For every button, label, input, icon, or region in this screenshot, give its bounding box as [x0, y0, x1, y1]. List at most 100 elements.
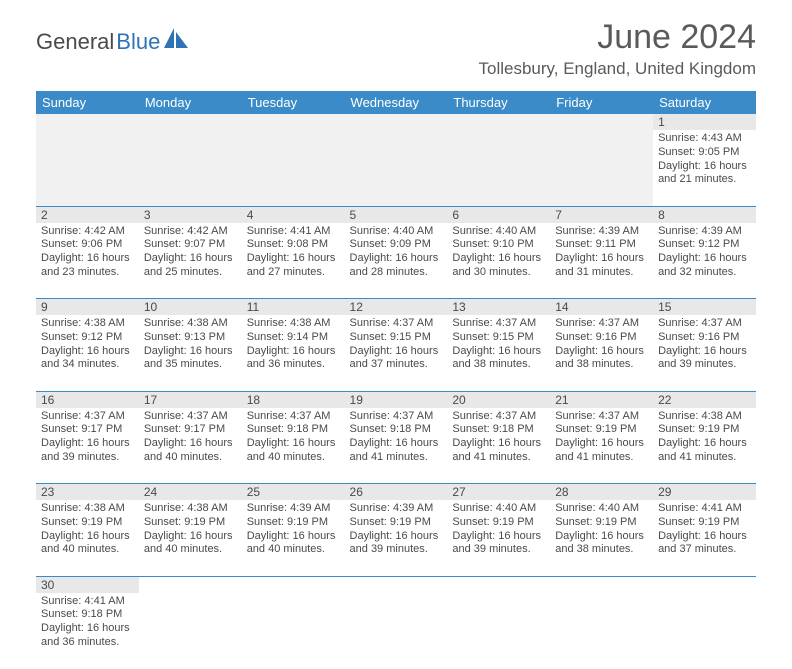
day-detail: Sunrise: 4:37 AMSunset: 9:19 PMDaylight:… — [550, 408, 653, 469]
daynum-cell: 27 — [447, 484, 550, 501]
daynum-cell: 6 — [447, 206, 550, 223]
day-number: 21 — [550, 392, 653, 408]
week-row: Sunrise: 4:38 AMSunset: 9:19 PMDaylight:… — [36, 500, 756, 576]
day-cell: Sunrise: 4:41 AMSunset: 9:08 PMDaylight:… — [242, 223, 345, 299]
day-cell: Sunrise: 4:37 AMSunset: 9:17 PMDaylight:… — [36, 408, 139, 484]
day-detail: Sunrise: 4:40 AMSunset: 9:19 PMDaylight:… — [447, 500, 550, 561]
daynum-cell — [242, 576, 345, 593]
day-detail: Sunrise: 4:40 AMSunset: 9:10 PMDaylight:… — [447, 223, 550, 284]
daynum-cell: 28 — [550, 484, 653, 501]
daynum-cell: 22 — [653, 391, 756, 408]
day-number: 26 — [345, 484, 448, 500]
day-cell: Sunrise: 4:40 AMSunset: 9:09 PMDaylight:… — [345, 223, 448, 299]
week-row: Sunrise: 4:37 AMSunset: 9:17 PMDaylight:… — [36, 408, 756, 484]
day-cell — [242, 130, 345, 206]
daynum-cell: 18 — [242, 391, 345, 408]
week-row: Sunrise: 4:38 AMSunset: 9:12 PMDaylight:… — [36, 315, 756, 391]
daynum-row: 9101112131415 — [36, 299, 756, 316]
day-detail: Sunrise: 4:37 AMSunset: 9:18 PMDaylight:… — [345, 408, 448, 469]
daynum-cell: 8 — [653, 206, 756, 223]
day-cell: Sunrise: 4:42 AMSunset: 9:07 PMDaylight:… — [139, 223, 242, 299]
day-detail: Sunrise: 4:40 AMSunset: 9:19 PMDaylight:… — [550, 500, 653, 561]
day-detail: Sunrise: 4:38 AMSunset: 9:12 PMDaylight:… — [36, 315, 139, 376]
day-cell — [653, 593, 756, 669]
day-number: 8 — [653, 207, 756, 223]
day-cell — [345, 130, 448, 206]
daynum-cell: 24 — [139, 484, 242, 501]
day-number: 1 — [653, 114, 756, 130]
day-cell — [139, 593, 242, 669]
day-cell: Sunrise: 4:37 AMSunset: 9:15 PMDaylight:… — [345, 315, 448, 391]
day-cell: Sunrise: 4:37 AMSunset: 9:18 PMDaylight:… — [447, 408, 550, 484]
day-cell: Sunrise: 4:40 AMSunset: 9:19 PMDaylight:… — [447, 500, 550, 576]
day-cell: Sunrise: 4:39 AMSunset: 9:19 PMDaylight:… — [242, 500, 345, 576]
day-detail: Sunrise: 4:41 AMSunset: 9:18 PMDaylight:… — [36, 593, 139, 654]
day-number: 10 — [139, 299, 242, 315]
day-cell: Sunrise: 4:39 AMSunset: 9:12 PMDaylight:… — [653, 223, 756, 299]
daynum-cell: 17 — [139, 391, 242, 408]
page-header: GeneralBlue June 2024 Tollesbury, Englan… — [0, 0, 792, 85]
day-cell: Sunrise: 4:38 AMSunset: 9:13 PMDaylight:… — [139, 315, 242, 391]
day-number: 23 — [36, 484, 139, 500]
day-number: 28 — [550, 484, 653, 500]
daynum-cell: 13 — [447, 299, 550, 316]
day-number: 16 — [36, 392, 139, 408]
day-detail: Sunrise: 4:37 AMSunset: 9:15 PMDaylight:… — [447, 315, 550, 376]
day-detail: Sunrise: 4:39 AMSunset: 9:11 PMDaylight:… — [550, 223, 653, 284]
day-cell: Sunrise: 4:40 AMSunset: 9:19 PMDaylight:… — [550, 500, 653, 576]
weekday-header: Tuesday — [242, 91, 345, 114]
day-detail: Sunrise: 4:37 AMSunset: 9:16 PMDaylight:… — [550, 315, 653, 376]
day-number: 3 — [139, 207, 242, 223]
day-detail: Sunrise: 4:43 AMSunset: 9:05 PMDaylight:… — [653, 130, 756, 191]
day-detail: Sunrise: 4:37 AMSunset: 9:15 PMDaylight:… — [345, 315, 448, 376]
day-cell — [139, 130, 242, 206]
day-cell: Sunrise: 4:38 AMSunset: 9:14 PMDaylight:… — [242, 315, 345, 391]
sail-icon — [164, 28, 190, 55]
daynum-cell — [447, 576, 550, 593]
day-detail: Sunrise: 4:41 AMSunset: 9:19 PMDaylight:… — [653, 500, 756, 561]
weekday-header: Friday — [550, 91, 653, 114]
daynum-row: 16171819202122 — [36, 391, 756, 408]
daynum-cell — [345, 576, 448, 593]
daynum-cell — [653, 576, 756, 593]
day-cell — [550, 130, 653, 206]
weekday-header: Monday — [139, 91, 242, 114]
day-number: 18 — [242, 392, 345, 408]
daynum-row: 23242526272829 — [36, 484, 756, 501]
day-cell: Sunrise: 4:37 AMSunset: 9:19 PMDaylight:… — [550, 408, 653, 484]
day-cell: Sunrise: 4:41 AMSunset: 9:19 PMDaylight:… — [653, 500, 756, 576]
brand-logo: GeneralBlue — [36, 28, 190, 55]
day-cell: Sunrise: 4:43 AMSunset: 9:05 PMDaylight:… — [653, 130, 756, 206]
daynum-cell: 1 — [653, 114, 756, 130]
day-number: 19 — [345, 392, 448, 408]
week-row: Sunrise: 4:41 AMSunset: 9:18 PMDaylight:… — [36, 593, 756, 669]
weekday-header: Sunday — [36, 91, 139, 114]
calendar-table: Sunday Monday Tuesday Wednesday Thursday… — [36, 91, 756, 669]
day-cell — [345, 593, 448, 669]
day-cell — [242, 593, 345, 669]
daynum-cell: 9 — [36, 299, 139, 316]
day-number: 30 — [36, 577, 139, 593]
day-detail: Sunrise: 4:37 AMSunset: 9:18 PMDaylight:… — [242, 408, 345, 469]
day-cell: Sunrise: 4:39 AMSunset: 9:19 PMDaylight:… — [345, 500, 448, 576]
day-detail: Sunrise: 4:38 AMSunset: 9:19 PMDaylight:… — [653, 408, 756, 469]
day-cell: Sunrise: 4:41 AMSunset: 9:18 PMDaylight:… — [36, 593, 139, 669]
daynum-cell — [242, 114, 345, 130]
day-number: 17 — [139, 392, 242, 408]
day-cell: Sunrise: 4:37 AMSunset: 9:16 PMDaylight:… — [550, 315, 653, 391]
brand-part2: Blue — [116, 29, 160, 55]
daynum-cell: 30 — [36, 576, 139, 593]
daynum-cell: 7 — [550, 206, 653, 223]
day-number: 5 — [345, 207, 448, 223]
day-detail: Sunrise: 4:37 AMSunset: 9:18 PMDaylight:… — [447, 408, 550, 469]
day-cell: Sunrise: 4:38 AMSunset: 9:12 PMDaylight:… — [36, 315, 139, 391]
day-detail: Sunrise: 4:39 AMSunset: 9:12 PMDaylight:… — [653, 223, 756, 284]
day-detail: Sunrise: 4:42 AMSunset: 9:06 PMDaylight:… — [36, 223, 139, 284]
day-number: 2 — [36, 207, 139, 223]
day-detail: Sunrise: 4:42 AMSunset: 9:07 PMDaylight:… — [139, 223, 242, 284]
daynum-row: 30 — [36, 576, 756, 593]
day-number: 11 — [242, 299, 345, 315]
daynum-row: 1 — [36, 114, 756, 130]
day-number: 13 — [447, 299, 550, 315]
day-number: 25 — [242, 484, 345, 500]
